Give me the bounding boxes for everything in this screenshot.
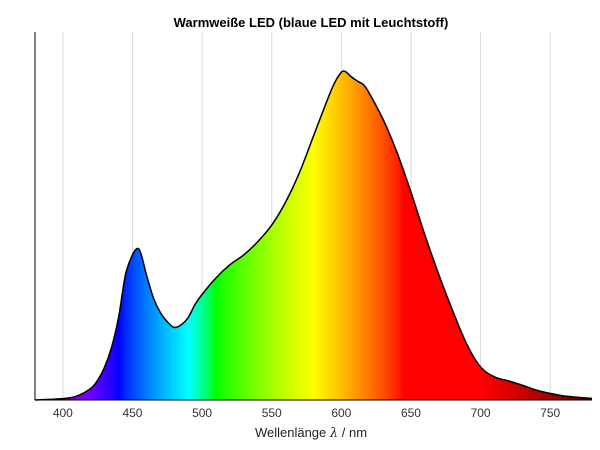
x-axis-label: Wellenlänge λ / nm: [255, 425, 367, 441]
spectrum-curve: [34, 70, 593, 401]
x-tick-550: 550: [262, 406, 282, 420]
x-tick-700: 700: [471, 406, 491, 420]
x-tick-400: 400: [53, 406, 73, 420]
spectrum-area: [35, 70, 592, 400]
x-tick-600: 600: [331, 406, 351, 420]
x-tick-labels: 400 450 500 550 600 650 700 750: [53, 406, 561, 420]
x-tick-450: 450: [122, 406, 142, 420]
x-tick-500: 500: [192, 406, 212, 420]
x-tick-750: 750: [540, 406, 560, 420]
x-tick-650: 650: [401, 406, 421, 420]
chart-title: Warmweiße LED (blaue LED mit Leuchtstoff…: [174, 15, 449, 30]
